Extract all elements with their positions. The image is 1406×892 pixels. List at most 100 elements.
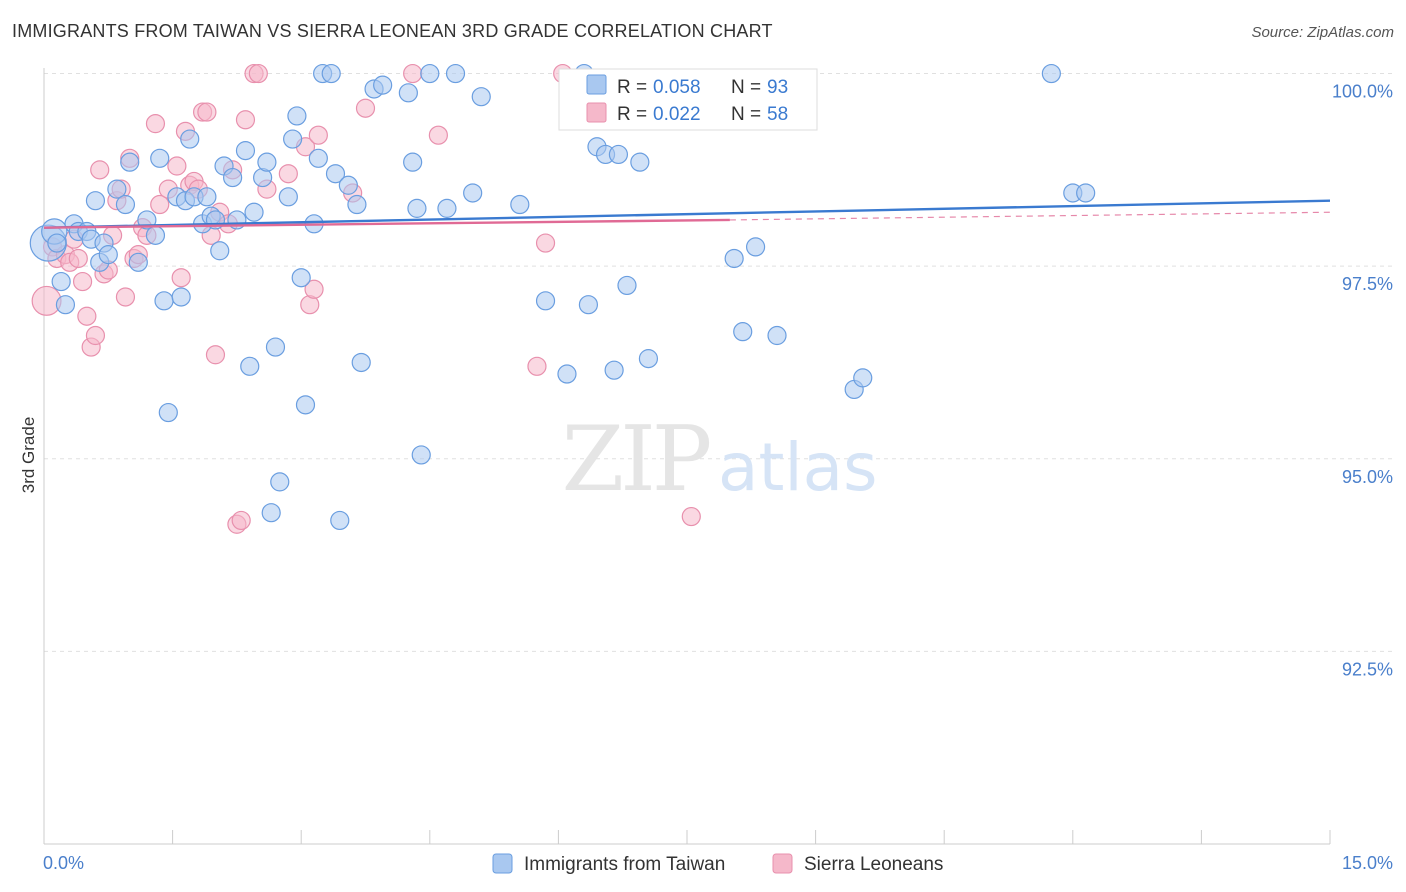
taiwan-point bbox=[321, 63, 341, 84]
sierra-leonean-point bbox=[535, 233, 556, 253]
stats-legend: R = 0.058 N = 93 R = 0.022 N = 58 bbox=[558, 68, 818, 131]
taiwan-point bbox=[724, 248, 744, 269]
taiwan-point bbox=[338, 175, 358, 195]
taiwan-point bbox=[115, 194, 136, 215]
watermark-atlas: atlas bbox=[718, 429, 878, 506]
sierra-leonean-point bbox=[77, 306, 97, 326]
sierra-leonean-point bbox=[681, 506, 701, 527]
taiwan-points bbox=[29, 63, 1096, 531]
taiwan-point bbox=[463, 183, 483, 203]
bottom-legend-label-sierra[interactable]: Sierra Leoneans bbox=[804, 854, 943, 875]
taiwan-point bbox=[557, 364, 577, 384]
taiwan-point bbox=[578, 295, 599, 315]
taiwan-point bbox=[733, 322, 753, 342]
taiwan-point bbox=[398, 83, 418, 103]
sierra-leonean-point bbox=[428, 125, 448, 145]
legend-swatch-taiwan bbox=[586, 74, 607, 95]
taiwan-point bbox=[210, 241, 230, 261]
sierra-leonean-point bbox=[115, 287, 136, 307]
y-tick-label: 92.5% bbox=[1342, 659, 1393, 679]
taiwan-point bbox=[420, 63, 440, 84]
chart-title: IMMIGRANTS FROM TAIWAN VS SIERRA LEONEAN… bbox=[12, 21, 773, 41]
taiwan-point bbox=[767, 325, 787, 346]
taiwan-point bbox=[240, 356, 260, 376]
taiwan-point bbox=[330, 510, 350, 531]
taiwan-point bbox=[608, 144, 629, 165]
x-tick-label-min: 0.0% bbox=[43, 853, 84, 873]
taiwan-point bbox=[853, 368, 873, 388]
sierra-leonean-trend-line bbox=[43, 218, 730, 229]
sierra-leonean-point bbox=[68, 248, 88, 269]
trend-lines bbox=[43, 199, 1331, 229]
n-label-sierra: N = bbox=[731, 104, 766, 125]
sierra-leonean-point bbox=[235, 110, 256, 130]
sierra-leonean-point bbox=[205, 345, 226, 365]
sierra-leonean-point bbox=[231, 510, 251, 531]
sierra-leonean-point bbox=[278, 164, 298, 184]
taiwan-point bbox=[171, 287, 191, 307]
bottom-legend-swatch-sierra[interactable] bbox=[772, 853, 793, 874]
legend-swatch-sierra bbox=[586, 102, 607, 123]
bottom-legend-label-taiwan[interactable]: Immigrants from Taiwan bbox=[524, 854, 725, 875]
taiwan-point bbox=[745, 237, 766, 257]
taiwan-point bbox=[638, 349, 659, 369]
y-axis-label: 3rd Grade bbox=[19, 417, 38, 494]
taiwan-point bbox=[510, 194, 530, 215]
taiwan-point bbox=[261, 503, 281, 523]
taiwan-point bbox=[128, 252, 148, 272]
taiwan-point bbox=[411, 445, 431, 465]
sierra-leonean-point bbox=[403, 63, 423, 84]
taiwan-point bbox=[325, 164, 346, 184]
taiwan-point bbox=[51, 271, 71, 292]
bottom-legend: Immigrants from Taiwan Sierra Leoneans bbox=[492, 853, 943, 875]
sierra-leonean-point bbox=[167, 156, 187, 176]
taiwan-point bbox=[535, 291, 556, 311]
sierra-leonean-point bbox=[304, 279, 324, 299]
taiwan-point bbox=[351, 352, 371, 373]
taiwan-point bbox=[295, 395, 316, 415]
sierra-leonean-point bbox=[145, 114, 166, 134]
watermark: ZIP atlas bbox=[562, 407, 878, 512]
taiwan-point bbox=[244, 202, 264, 222]
y-tick-labels: 92.5% 95.0% 97.5% 100.0% bbox=[1332, 82, 1393, 680]
r-label-taiwan: R = bbox=[617, 77, 652, 98]
sierra-leonean-point bbox=[85, 325, 106, 346]
taiwan-point bbox=[1076, 183, 1096, 203]
r-value-sierra: 0.022 bbox=[653, 104, 701, 125]
taiwan-point bbox=[445, 63, 466, 84]
bottom-legend-swatch-taiwan[interactable] bbox=[492, 853, 513, 874]
sierra-leonean-point bbox=[150, 194, 170, 215]
taiwan-point bbox=[270, 472, 290, 492]
sierra-leonean-point bbox=[90, 160, 110, 180]
svg-text:R = 0.058 N =: R = 0.058 N = 93 bbox=[617, 77, 788, 98]
sierra-leonean-point bbox=[355, 98, 376, 118]
sierra-leonean-trend-extension bbox=[729, 211, 1331, 221]
taiwan-point bbox=[283, 129, 303, 149]
sierra-leonean-point bbox=[171, 268, 191, 288]
taiwan-point bbox=[47, 233, 67, 253]
x-tick-label-max: 15.0% bbox=[1342, 853, 1393, 873]
taiwan-point bbox=[287, 106, 307, 126]
taiwan-point bbox=[98, 245, 118, 265]
taiwan-point bbox=[85, 191, 106, 211]
taiwan-point bbox=[308, 148, 328, 168]
taiwan-point bbox=[630, 152, 650, 172]
taiwan-point bbox=[107, 179, 127, 199]
taiwan-point bbox=[154, 291, 174, 311]
gridlines bbox=[44, 73, 1392, 652]
taiwan-point bbox=[347, 194, 367, 215]
y-tick-label: 95.0% bbox=[1342, 467, 1393, 487]
svg-text:R = 0.022 N =: R = 0.022 N = 58 bbox=[617, 104, 788, 125]
r-label-sierra: R = bbox=[617, 104, 652, 125]
taiwan-trend-line bbox=[43, 199, 1331, 229]
taiwan-point bbox=[403, 152, 423, 172]
watermark-zip: ZIP bbox=[562, 407, 710, 512]
taiwan-point bbox=[617, 275, 637, 296]
sierra-leonean-point bbox=[308, 125, 328, 145]
taiwan-point bbox=[180, 129, 200, 149]
taiwan-point bbox=[150, 148, 170, 168]
sierra-leonean-point bbox=[248, 63, 268, 84]
n-label-taiwan: N = bbox=[731, 77, 766, 98]
taiwan-point bbox=[471, 87, 491, 107]
axes bbox=[43, 68, 1331, 845]
